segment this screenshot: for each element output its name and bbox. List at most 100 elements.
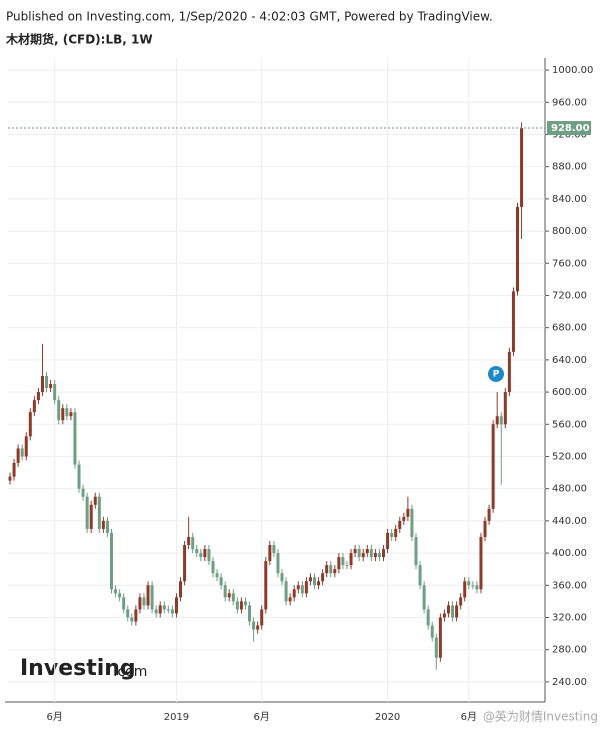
candle-body: [16, 448, 20, 463]
candle-body: [422, 585, 426, 610]
candle-body: [345, 565, 349, 567]
candle-body: [361, 553, 365, 558]
candle-body: [49, 384, 53, 389]
candle-body: [325, 565, 329, 574]
candle-body: [40, 375, 44, 393]
candle-body: [114, 589, 118, 594]
candle-body: [516, 206, 519, 292]
candle-body: [386, 532, 390, 550]
y-tick-label: 960.00: [552, 97, 587, 108]
candle-body: [223, 585, 227, 598]
last-price-box: [547, 121, 591, 136]
y-tick-label: 560.00: [552, 419, 587, 430]
candle-body: [179, 581, 183, 598]
candle-body: [442, 613, 446, 618]
candle-body: [93, 496, 97, 505]
candle-body: [203, 549, 207, 558]
candle-body: [81, 488, 85, 497]
candle-body: [231, 593, 235, 602]
y-tick-label: 840.00: [552, 194, 587, 205]
y-tick-label: 400.00: [552, 548, 587, 559]
candle-body: [341, 557, 345, 566]
candle-body: [170, 609, 174, 614]
candle-body: [101, 520, 105, 529]
candle-body: [390, 532, 394, 537]
candle-body: [430, 625, 434, 638]
candle-body: [227, 593, 231, 598]
candle-body: [317, 581, 321, 586]
candle-body: [162, 605, 166, 610]
candle-body: [357, 549, 361, 558]
last-price-label: 928.00: [551, 123, 590, 134]
candle-body: [219, 577, 223, 586]
candle-body: [57, 400, 61, 421]
y-tick-label: 440.00: [552, 516, 587, 527]
candle-body: [248, 605, 252, 622]
candle-body: [507, 351, 511, 393]
y-tick-label: 880.00: [552, 162, 587, 173]
candle-body: [434, 637, 438, 658]
candle-body: [406, 508, 410, 517]
candle-body: [45, 375, 49, 389]
candle-body: [215, 573, 219, 578]
watermark: @英为财情Investing: [483, 710, 598, 724]
candle-body: [53, 384, 57, 401]
candle-body: [503, 392, 507, 425]
candle-body: [89, 504, 93, 529]
candle-body: [187, 536, 191, 546]
symbol-title: 木材期货, (CFD):LB, 1W: [5, 32, 153, 47]
candle-body: [276, 553, 280, 574]
candle-body: [329, 565, 333, 574]
candle-body: [308, 577, 312, 582]
y-tick-label: 720.00: [552, 290, 587, 301]
candle-body: [239, 601, 243, 610]
candle-body: [69, 412, 73, 417]
candle-body: [207, 549, 211, 562]
candle-body: [243, 601, 247, 606]
candle-body: [174, 597, 178, 614]
candle-body: [296, 585, 300, 590]
candle-body: [410, 508, 414, 537]
candle-body: [85, 496, 89, 529]
candle-body: [394, 528, 398, 537]
candle-body: [479, 536, 483, 590]
candle-body: [349, 553, 353, 566]
candle-body: [353, 549, 357, 554]
published-note: Published on Investing.com, 1/Sep/2020 -…: [6, 10, 493, 24]
candle-body: [158, 605, 162, 614]
candle-body: [191, 536, 195, 550]
x-tick-label: 2019: [164, 712, 189, 723]
candle-body: [24, 436, 28, 457]
candle-body: [61, 408, 65, 421]
candle-body: [142, 597, 146, 606]
candle-body: [20, 448, 24, 457]
candle-body: [499, 416, 503, 425]
candle-body: [495, 416, 499, 425]
candle-body: [211, 561, 215, 574]
y-tick-label: 1000.00: [552, 65, 593, 76]
candle-body: [97, 496, 101, 529]
candle-body: [12, 462, 16, 477]
candle-body: [511, 291, 515, 352]
candle-body: [402, 516, 406, 521]
candle-body: [451, 605, 455, 618]
candle-body: [122, 597, 126, 610]
y-tick-label: 600.00: [552, 387, 587, 398]
candle-body: [183, 545, 187, 582]
candle-body: [459, 597, 463, 606]
candle-body: [195, 549, 199, 554]
candle-body: [260, 609, 264, 626]
candle-body: [110, 532, 113, 590]
candle-body: [105, 520, 109, 533]
candle-body: [321, 573, 325, 582]
y-tick-label: 480.00: [552, 484, 587, 495]
candle-body: [414, 536, 418, 566]
candle-body: [28, 412, 32, 437]
candle-body: [65, 408, 69, 417]
candle-body: [256, 625, 260, 630]
candle-body: [455, 605, 459, 618]
y-tick-label: 680.00: [552, 323, 587, 334]
x-tick-label: 2020: [375, 712, 400, 723]
y-tick-label: 280.00: [552, 645, 587, 656]
candle-body: [304, 581, 308, 594]
